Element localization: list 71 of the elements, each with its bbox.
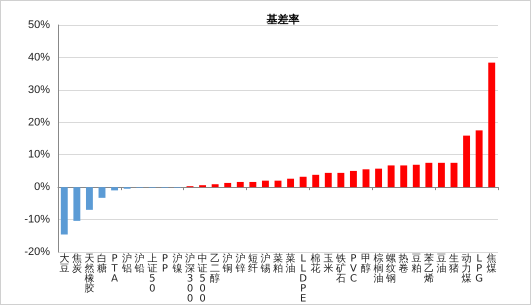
x-tick-label: 菜油 [286, 252, 296, 274]
x-tick-label: 铁矿石 [334, 252, 346, 284]
x-tick-label: 菜粕 [273, 252, 283, 274]
x-tick-label: 苯乙烯 [424, 252, 434, 284]
x-tick-label: 上证50 [147, 252, 158, 294]
x-tick-label: 玉米 [323, 254, 334, 274]
bar [476, 130, 483, 188]
y-tick-label: 20% [28, 116, 50, 128]
bar [98, 187, 106, 198]
y-tick-label: 10% [28, 148, 50, 161]
bar [412, 164, 420, 188]
x-tick-label: 沪锌 [234, 252, 246, 274]
bar [274, 180, 282, 188]
x-tick-label: 豆油 [436, 254, 446, 274]
x-tick-label: 沪铅 [134, 252, 145, 274]
x-tick-label: 螺纹钢 [385, 252, 396, 284]
x-tick-label: LPG [475, 254, 484, 284]
bar [60, 187, 68, 234]
bar [438, 162, 445, 188]
y-tick-label: -20% [24, 246, 50, 258]
bar [73, 187, 80, 221]
x-tick-label: 沪铝 [121, 252, 132, 274]
x-tick-label: 焦煤 [486, 252, 497, 274]
y-tick-label: 0% [34, 181, 50, 194]
bar [300, 176, 307, 188]
x-tick-label: 生猪 [449, 252, 459, 274]
bar [287, 178, 294, 188]
bar [262, 180, 269, 188]
bar [400, 165, 408, 188]
bar [362, 169, 370, 188]
x-tick-label: 动力煤 [462, 254, 472, 284]
bar [86, 187, 93, 210]
bar [236, 182, 244, 188]
x-tick-label: 甲醇 [361, 254, 371, 274]
chart-title: 基差率 [266, 13, 300, 26]
x-tick-label: 沪深300 [185, 252, 195, 304]
bar [312, 174, 320, 188]
x-tick-label: PP [162, 254, 168, 274]
bar [463, 136, 470, 188]
bar [450, 162, 458, 188]
y-tick-label: 50% [28, 19, 50, 31]
bar [337, 172, 344, 188]
bar [350, 170, 357, 188]
bar [212, 184, 219, 188]
x-tick-label: 沪铜 [222, 252, 233, 274]
x-tick-label: 天然橡胶 [84, 254, 94, 294]
y-tick-label: 40% [28, 51, 50, 64]
bar [111, 187, 118, 190]
x-tick-label: 棉花 [310, 252, 321, 274]
x-tick-label: 大豆 [59, 252, 70, 274]
x-tick-label: 沪镍 [171, 252, 182, 274]
x-tick-label: 乙二醇 [210, 254, 220, 284]
x-tick-label: 热卷 [398, 254, 409, 274]
bar [249, 182, 256, 188]
x-tick-label: 沪锡 [259, 252, 270, 274]
x-tick-label: 短纤 [248, 254, 258, 274]
x-tick-label: 豆粕 [411, 254, 422, 274]
x-tick-label: PTA [110, 254, 119, 284]
bar [388, 165, 395, 188]
bar [425, 162, 432, 188]
bar [324, 172, 332, 188]
x-tick-label: 中证500 [198, 252, 208, 304]
x-tick-label: 白糖 [97, 252, 107, 274]
x-tick-label: PVC [350, 254, 358, 284]
bar [488, 62, 496, 188]
x-tick-label: LLDPE [299, 254, 308, 304]
y-tick-label: 30% [28, 84, 50, 96]
bar [375, 168, 382, 188]
x-tick-label: 棕榈油 [374, 252, 384, 284]
y-tick-label: -10% [24, 214, 50, 226]
x-tick-label: 焦炭 [72, 252, 82, 274]
